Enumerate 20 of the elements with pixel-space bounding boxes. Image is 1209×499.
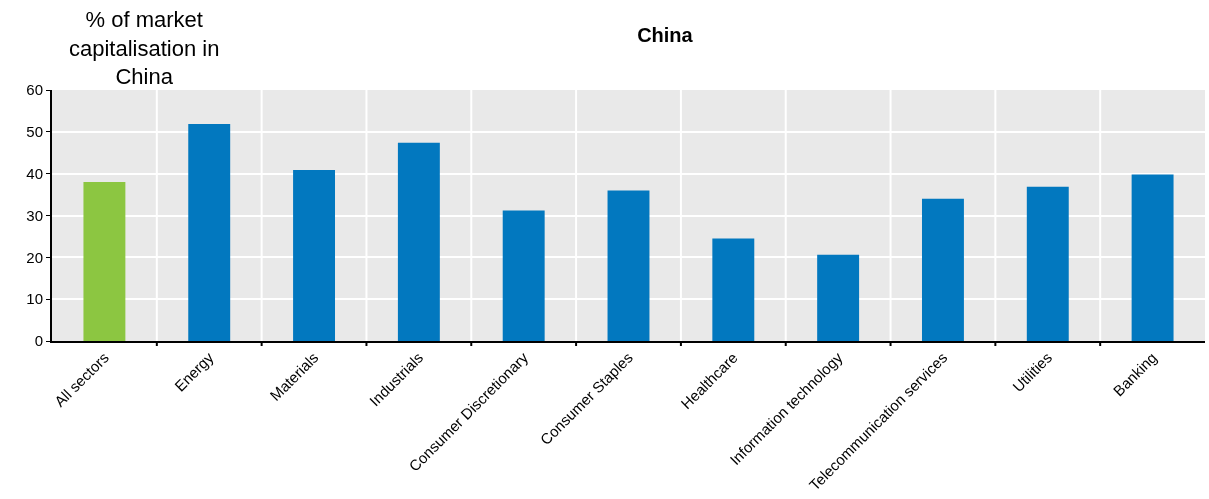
y-tick-label: 0: [34, 332, 43, 350]
y-tick-label: 40: [26, 164, 43, 182]
y-axis-title: % of market capitalisation in China: [69, 7, 220, 90]
bar: [1026, 186, 1069, 341]
y-tick-label: 20: [26, 248, 43, 266]
y-tick-label: 60: [26, 81, 43, 99]
bar: [188, 123, 231, 341]
bar: [817, 254, 860, 341]
bar: [83, 182, 126, 341]
bar: [921, 198, 964, 341]
y-tick-label: 50: [26, 123, 43, 141]
bar: [293, 169, 336, 341]
bar: [502, 210, 545, 341]
bar: [1131, 174, 1174, 341]
y-tick-label: 10: [26, 290, 43, 308]
bar: [712, 238, 755, 341]
bar: [397, 142, 440, 341]
y-tick-label: 30: [26, 206, 43, 224]
chart-title: China: [637, 23, 694, 46]
bar: [607, 190, 650, 341]
